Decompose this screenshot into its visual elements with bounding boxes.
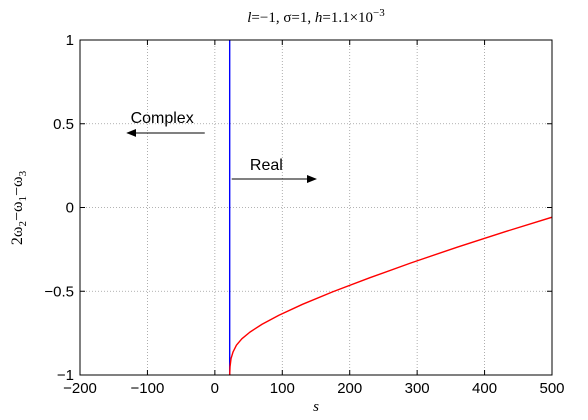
- y-tick-label: 0: [66, 200, 74, 217]
- label-part: =1.1×10: [322, 10, 373, 26]
- label-part: =−1, σ=1,: [251, 10, 314, 26]
- tick-marks: −200 −100 0 100 200 300 400 500 −1 −0.5 0 0.5 1: [44, 32, 564, 397]
- x-tick-label: 500: [539, 380, 564, 397]
- label-part: −ω: [9, 176, 26, 196]
- x-tick-label: 0: [211, 380, 219, 397]
- label-part: 2ω: [9, 227, 26, 246]
- x-tick-label: 400: [472, 380, 497, 397]
- label-part: h: [315, 10, 323, 26]
- x-tick-label: 200: [337, 380, 362, 397]
- x-axis-label: s: [313, 399, 319, 415]
- series-group: [228, 40, 552, 375]
- label-part: l: [247, 10, 251, 26]
- series-line-2: [228, 216, 552, 375]
- label-part: 1: [17, 196, 29, 202]
- y-axis-label: 2ω2−ω1−ω3: [9, 170, 29, 245]
- grid-lines: [80, 40, 552, 375]
- y-tick-label: 0.5: [53, 116, 74, 133]
- x-tick-label: −100: [131, 380, 165, 397]
- label-part: 3: [17, 170, 29, 176]
- label-part: −ω: [9, 201, 26, 221]
- label-part: 2: [17, 221, 29, 227]
- x-tick-label: 100: [270, 380, 295, 397]
- y-tick-label: 1: [66, 32, 74, 49]
- annotations: Complex Real: [126, 110, 317, 184]
- annotation-label-1: Complex: [131, 110, 194, 127]
- label-part: −3: [373, 7, 385, 19]
- chart-title: l=−1, σ=1, h=1.1×10−3: [247, 7, 385, 26]
- plot-area: [80, 40, 552, 375]
- y-tick-label: −1: [57, 367, 74, 384]
- x-tick-label: −200: [63, 380, 97, 397]
- y-tick-label: −0.5: [44, 283, 74, 300]
- annotation-label-2: Real: [250, 157, 283, 174]
- x-tick-label: 300: [405, 380, 430, 397]
